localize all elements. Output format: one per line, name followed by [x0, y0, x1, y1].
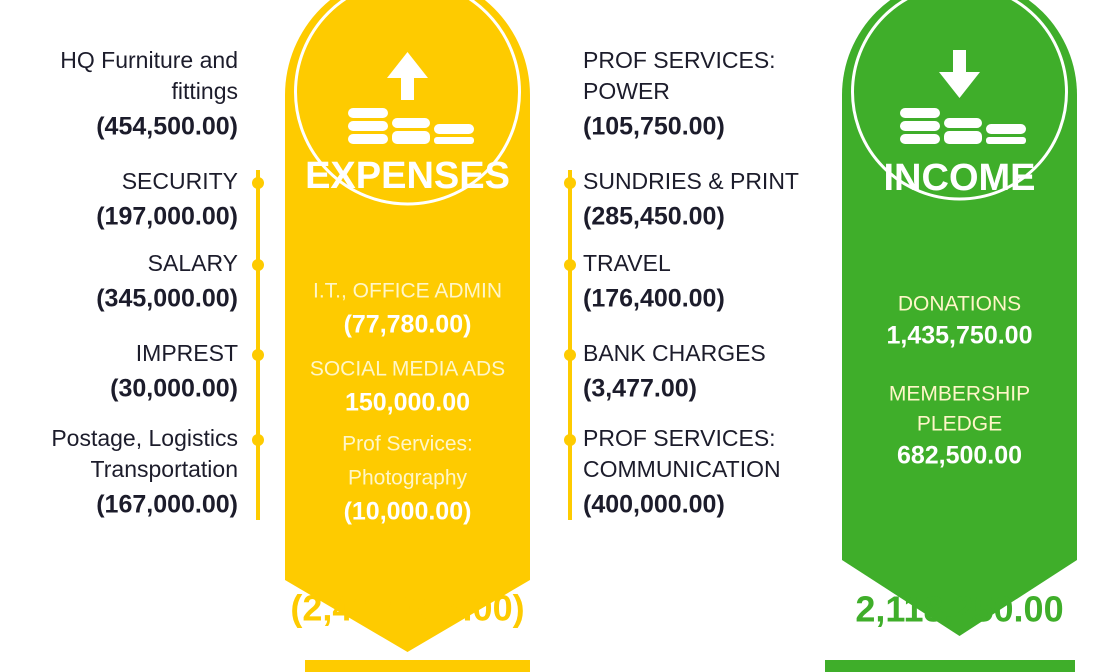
item-amount: (454,500.00)	[96, 113, 238, 141]
item-label: Transportation	[91, 456, 238, 482]
item-amount: 682,500.00	[897, 442, 1022, 470]
expenses-title: EXPENSES	[305, 155, 510, 197]
item-amount: (176,400.00)	[583, 285, 725, 313]
item-label: I.T., OFFICE ADMIN	[313, 280, 502, 303]
income-ring	[851, 0, 1068, 201]
item-label: Photography	[348, 467, 468, 490]
item-label: SUNDRIES & PRINT	[583, 168, 799, 194]
coins-expenses	[348, 108, 474, 144]
item-amount: (285,450.00)	[583, 203, 725, 231]
timeline-dot	[564, 259, 576, 271]
item-label: PROF SERVICES:	[583, 425, 776, 451]
item-label: IMPREST	[136, 340, 238, 366]
item-amount: (105,750.00)	[583, 113, 725, 141]
item-amount: (345,000.00)	[96, 285, 238, 313]
timeline-dot	[252, 177, 264, 189]
item-label: MEMBERSHIP	[889, 383, 1030, 406]
item-label: BANK CHARGES	[583, 340, 766, 366]
item-amount: (400,000.00)	[583, 491, 725, 519]
item-label: PROF SERVICES:	[583, 47, 776, 73]
item-label: COMMUNICATION	[583, 456, 781, 482]
item-amount: (197,000.00)	[96, 203, 238, 231]
item-amount: (3,477.00)	[583, 375, 697, 403]
item-label: TRAVEL	[583, 250, 671, 276]
item-amount: (10,000.00)	[344, 498, 472, 526]
item-label: PLEDGE	[917, 413, 1002, 436]
income-base	[825, 660, 1075, 672]
expenses-shape	[285, 0, 530, 652]
expenses-base	[305, 660, 530, 672]
up-arrow	[387, 52, 428, 100]
item-amount: (77,780.00)	[344, 311, 472, 339]
item-amount: 1,435,750.00	[887, 322, 1033, 350]
timeline-dot	[564, 349, 576, 361]
down-arrow	[939, 50, 980, 98]
item-label: HQ Furniture and	[60, 47, 238, 73]
item-label: Postage, Logistics	[51, 425, 238, 451]
item-label: SOCIAL MEDIA ADS	[310, 358, 505, 381]
income-title: INCOME	[884, 157, 1036, 199]
expenses-total: (2,402,357.00)	[290, 588, 524, 629]
item-amount: 150,000.00	[345, 389, 470, 417]
expenses-ring	[294, 0, 521, 206]
timeline-dot	[252, 259, 264, 271]
timeline-dot	[564, 434, 576, 446]
coins-income	[900, 108, 1026, 144]
income-total: 2,118,250.00	[855, 589, 1063, 630]
timeline-dot	[252, 349, 264, 361]
item-label: SECURITY	[122, 168, 238, 194]
timeline-dot	[564, 177, 576, 189]
item-label: fittings	[172, 78, 238, 104]
income-shape	[842, 0, 1077, 636]
item-label: SALARY	[148, 250, 238, 276]
item-amount: (30,000.00)	[110, 375, 238, 403]
item-amount: (167,000.00)	[96, 491, 238, 519]
item-label: Prof Services:	[342, 433, 473, 456]
timeline-dot	[252, 434, 264, 446]
item-label: POWER	[583, 78, 670, 104]
item-label: DONATIONS	[898, 293, 1021, 316]
